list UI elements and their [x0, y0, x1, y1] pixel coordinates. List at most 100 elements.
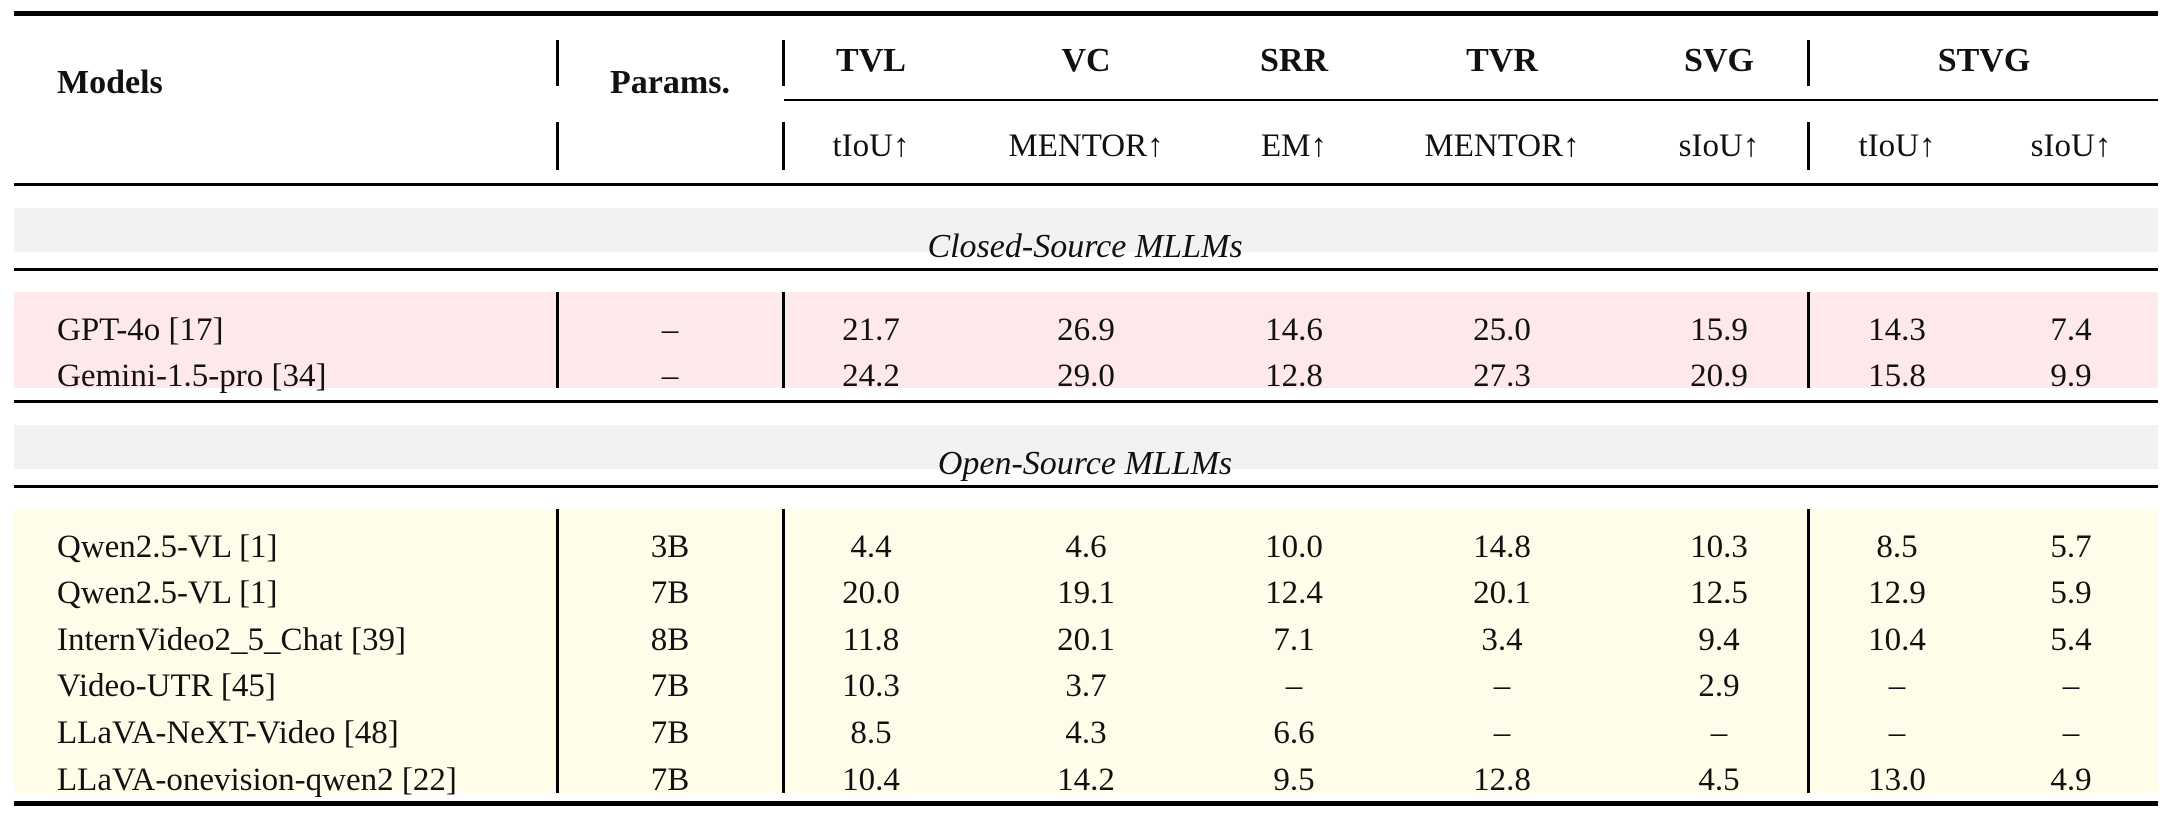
- params-cell: –: [661, 358, 679, 394]
- column-divider: [556, 509, 559, 793]
- section-rule: [14, 400, 2158, 403]
- model-name: GPT-4o [17]: [57, 312, 224, 348]
- metric-header: MENTOR↑: [1008, 128, 1164, 164]
- value-cell: 9.4: [1698, 622, 1740, 658]
- value-cell: 24.2: [842, 358, 900, 394]
- column-divider: [1807, 509, 1810, 793]
- value-cell: 4.4: [850, 529, 892, 565]
- value-cell: 10.3: [842, 668, 900, 704]
- section-rule: [14, 268, 2158, 271]
- value-cell: 9.9: [2050, 358, 2092, 394]
- metric-header: sIoU↑: [2030, 128, 2112, 164]
- value-cell: –: [1888, 668, 1906, 704]
- task-header: VC: [1061, 42, 1111, 79]
- value-cell: 12.5: [1690, 575, 1748, 611]
- value-cell: 14.2: [1057, 762, 1115, 798]
- value-cell: 5.7: [2050, 529, 2092, 565]
- value-cell: 21.7: [842, 312, 900, 348]
- model-name: LLaVA-NeXT-Video [48]: [57, 715, 399, 751]
- params-cell: 7B: [650, 668, 690, 704]
- value-cell: 14.3: [1868, 312, 1926, 348]
- value-cell: 4.3: [1065, 715, 1107, 751]
- column-divider: [556, 292, 559, 388]
- column-divider: [782, 40, 785, 86]
- section-band: [14, 208, 2158, 252]
- header-rule: [14, 183, 2158, 186]
- value-cell: 10.0: [1265, 529, 1323, 565]
- params-cell: 7B: [650, 762, 690, 798]
- value-cell: 8.5: [850, 715, 892, 751]
- value-cell: 7.4: [2050, 312, 2092, 348]
- value-cell: –: [1710, 715, 1728, 751]
- value-cell: 3.4: [1481, 622, 1523, 658]
- model-name: InternVideo2_5_Chat [39]: [57, 622, 407, 658]
- value-cell: 13.0: [1868, 762, 1926, 798]
- section-title: Closed-Source MLLMs: [927, 228, 1243, 265]
- models-header: Models: [57, 64, 163, 101]
- params-cell: 7B: [650, 575, 690, 611]
- params-cell: 3B: [650, 529, 690, 565]
- value-cell: 10.3: [1690, 529, 1748, 565]
- metric-header: sIoU↑: [1678, 128, 1760, 164]
- params-cell: –: [661, 312, 679, 348]
- value-cell: 29.0: [1057, 358, 1115, 394]
- row-band: [14, 292, 2158, 388]
- value-cell: 3.7: [1065, 668, 1107, 704]
- metric-header: EM↑: [1261, 128, 1327, 164]
- value-cell: 20.9: [1690, 358, 1748, 394]
- model-name: Gemini-1.5-pro [34]: [57, 358, 327, 394]
- value-cell: 20.1: [1473, 575, 1531, 611]
- column-divider: [1807, 40, 1810, 86]
- value-cell: 9.5: [1273, 762, 1315, 798]
- column-divider: [1807, 292, 1810, 388]
- metric-header: tIoU↑: [1858, 128, 1936, 164]
- value-cell: 4.6: [1065, 529, 1107, 565]
- value-cell: 15.9: [1690, 312, 1748, 348]
- task-header: TVR: [1466, 42, 1538, 79]
- value-cell: 5.4: [2050, 622, 2092, 658]
- value-cell: 6.6: [1273, 715, 1315, 751]
- column-divider: [556, 40, 559, 86]
- task-header: TVL: [836, 42, 906, 79]
- section-rule: [14, 485, 2158, 488]
- value-cell: –: [1285, 668, 1303, 704]
- value-cell: 12.9: [1868, 575, 1926, 611]
- metric-header: MENTOR↑: [1424, 128, 1580, 164]
- model-name: Video-UTR [45]: [57, 668, 276, 704]
- params-header: Params.: [610, 64, 730, 101]
- params-cell: 8B: [650, 622, 690, 658]
- column-divider: [1807, 122, 1810, 170]
- value-cell: 27.3: [1473, 358, 1531, 394]
- value-cell: 14.6: [1265, 312, 1323, 348]
- value-cell: 2.9: [1698, 668, 1740, 704]
- task-header: STVG: [1937, 42, 2031, 79]
- value-cell: –: [2062, 715, 2080, 751]
- value-cell: 14.8: [1473, 529, 1531, 565]
- value-cell: 11.8: [842, 622, 900, 658]
- task-rule: [784, 99, 2158, 101]
- value-cell: 8.5: [1876, 529, 1918, 565]
- value-cell: –: [1493, 715, 1511, 751]
- bottom-rule: [14, 801, 2158, 806]
- value-cell: 12.8: [1473, 762, 1531, 798]
- section-band: [14, 425, 2158, 469]
- value-cell: –: [1888, 715, 1906, 751]
- value-cell: 20.0: [842, 575, 900, 611]
- task-header: SVG: [1684, 42, 1754, 79]
- top-rule: [14, 11, 2158, 16]
- model-name: Qwen2.5-VL [1]: [57, 529, 278, 565]
- value-cell: 20.1: [1057, 622, 1115, 658]
- value-cell: –: [1493, 668, 1511, 704]
- value-cell: 12.8: [1265, 358, 1323, 394]
- value-cell: 26.9: [1057, 312, 1115, 348]
- value-cell: 7.1: [1273, 622, 1315, 658]
- value-cell: –: [2062, 668, 2080, 704]
- row-band: [14, 509, 2158, 793]
- value-cell: 15.8: [1868, 358, 1926, 394]
- task-header: SRR: [1259, 42, 1329, 79]
- section-title: Open-Source MLLMs: [937, 445, 1233, 482]
- value-cell: 19.1: [1057, 575, 1115, 611]
- value-cell: 4.9: [2050, 762, 2092, 798]
- model-name: LLaVA-onevision-qwen2 [22]: [57, 762, 457, 798]
